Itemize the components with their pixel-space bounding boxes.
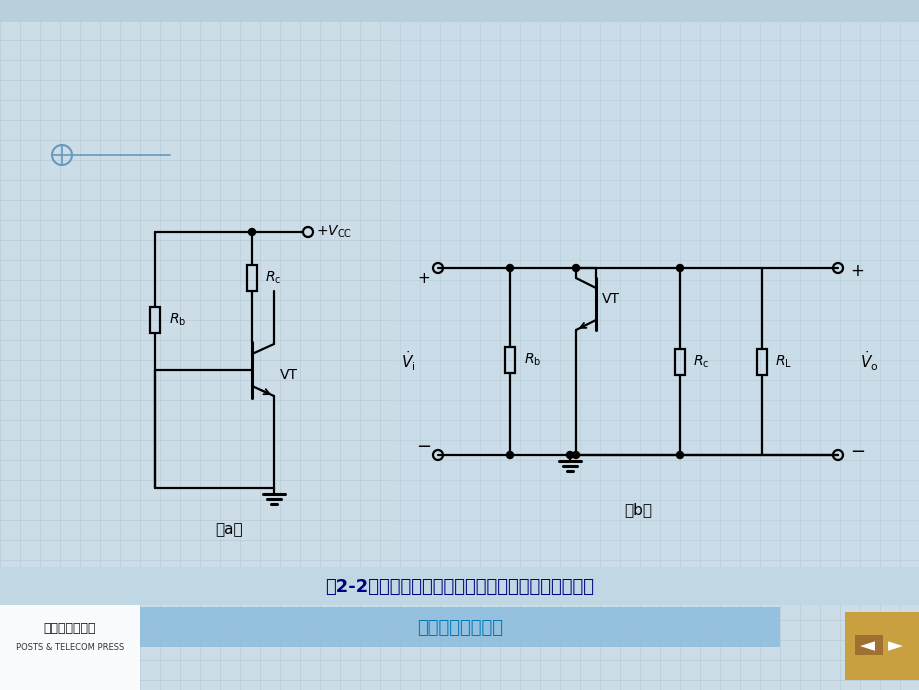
Bar xyxy=(150,307,160,333)
Text: −: − xyxy=(849,443,864,461)
Text: ►: ► xyxy=(887,636,902,656)
Bar xyxy=(246,265,256,291)
Bar xyxy=(675,348,685,375)
Text: 点击此处结束放映: 点击此处结束放映 xyxy=(416,619,503,637)
Bar xyxy=(140,607,779,647)
Bar xyxy=(0,0,919,22)
Text: $R_{\rm b}$: $R_{\rm b}$ xyxy=(169,312,187,328)
Text: $R_{\rm c}$: $R_{\rm c}$ xyxy=(692,353,709,370)
Circle shape xyxy=(675,451,683,458)
Text: $R_{\rm b}$: $R_{\rm b}$ xyxy=(524,352,540,368)
Bar xyxy=(384,0,919,560)
Text: $R_{\rm c}$: $R_{\rm c}$ xyxy=(265,270,281,286)
Circle shape xyxy=(566,451,573,458)
Circle shape xyxy=(506,264,513,271)
Bar xyxy=(505,347,515,373)
Text: $R_{\rm L}$: $R_{\rm L}$ xyxy=(774,353,791,370)
Text: $\dot{V}_{\rm i}$: $\dot{V}_{\rm i}$ xyxy=(401,350,414,373)
Text: +: + xyxy=(849,262,863,280)
Bar xyxy=(844,612,919,680)
Circle shape xyxy=(572,451,579,458)
Circle shape xyxy=(248,228,255,235)
Text: −: − xyxy=(416,438,431,456)
Text: POSTS & TELECOM PRESS: POSTS & TELECOM PRESS xyxy=(16,644,124,653)
Text: $\dot{V}_{\rm o}$: $\dot{V}_{\rm o}$ xyxy=(859,350,878,373)
Circle shape xyxy=(572,264,579,271)
Bar xyxy=(756,348,766,375)
Circle shape xyxy=(675,264,683,271)
Text: $+V_{\rm CC}$: $+V_{\rm CC}$ xyxy=(315,224,352,240)
Text: （a）: （a） xyxy=(215,522,243,538)
Bar xyxy=(0,567,919,605)
Text: VT: VT xyxy=(279,368,298,382)
Text: +: + xyxy=(417,270,430,286)
Text: VT: VT xyxy=(601,292,619,306)
Text: 图2-2电容耦合共射极放大电路的直流通路和交流通路: 图2-2电容耦合共射极放大电路的直流通路和交流通路 xyxy=(325,578,594,596)
Text: ◄: ◄ xyxy=(858,636,874,656)
Bar xyxy=(0,605,140,690)
Bar xyxy=(854,635,882,655)
Text: 人民邮电出版社: 人民邮电出版社 xyxy=(44,622,96,635)
Text: （b）: （b） xyxy=(623,502,652,518)
Circle shape xyxy=(506,451,513,458)
